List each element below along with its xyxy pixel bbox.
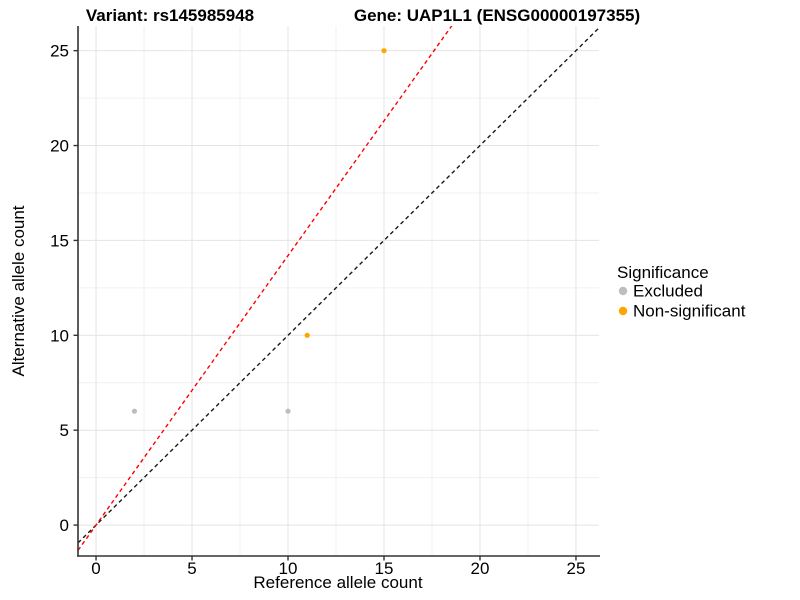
data-point — [285, 408, 291, 414]
x-tick-label: 10 — [279, 559, 298, 578]
legend-swatch-excluded — [618, 286, 628, 296]
data-point — [304, 332, 310, 338]
x-tick-label: 20 — [471, 559, 490, 578]
data-point — [131, 408, 138, 414]
y-tick-label: 25 — [50, 42, 69, 61]
legend-item-label: Excluded — [633, 282, 703, 301]
x-tick-label: 5 — [187, 559, 196, 578]
expected-ratio-line — [78, 26, 453, 551]
y-tick-label: 20 — [50, 137, 69, 156]
gridlines-minor — [78, 26, 599, 556]
legend-swatch-non-significant — [618, 306, 628, 316]
x-axis-ticks: 0 5 10 15 20 25 — [91, 556, 585, 578]
axis-lines — [77, 26, 600, 557]
data-points — [131, 48, 387, 414]
x-axis-label: Reference allele count — [253, 573, 422, 592]
x-tick-label: 25 — [567, 559, 586, 578]
data-point — [381, 48, 387, 54]
x-tick-label: 0 — [91, 559, 100, 578]
plot-title-gene: Gene: UAP1L1 (ENSG00000197355) — [354, 6, 640, 25]
y-axis-label: Alternative allele count — [9, 205, 28, 376]
plot-title-variant: Variant: rs145985948 — [86, 6, 254, 25]
gridlines-major — [78, 26, 599, 556]
y-tick-label: 15 — [50, 231, 69, 250]
legend-item-label: Non-significant — [633, 302, 746, 321]
identity-line — [78, 27, 599, 544]
y-tick-label: 10 — [50, 326, 69, 345]
x-tick-label: 15 — [375, 559, 394, 578]
reference-lines — [78, 26, 599, 551]
y-tick-label: 0 — [60, 516, 69, 535]
y-axis-ticks: 0 5 10 15 20 25 — [50, 42, 78, 535]
legend-title: Significance — [617, 263, 709, 282]
y-tick-label: 5 — [60, 421, 69, 440]
